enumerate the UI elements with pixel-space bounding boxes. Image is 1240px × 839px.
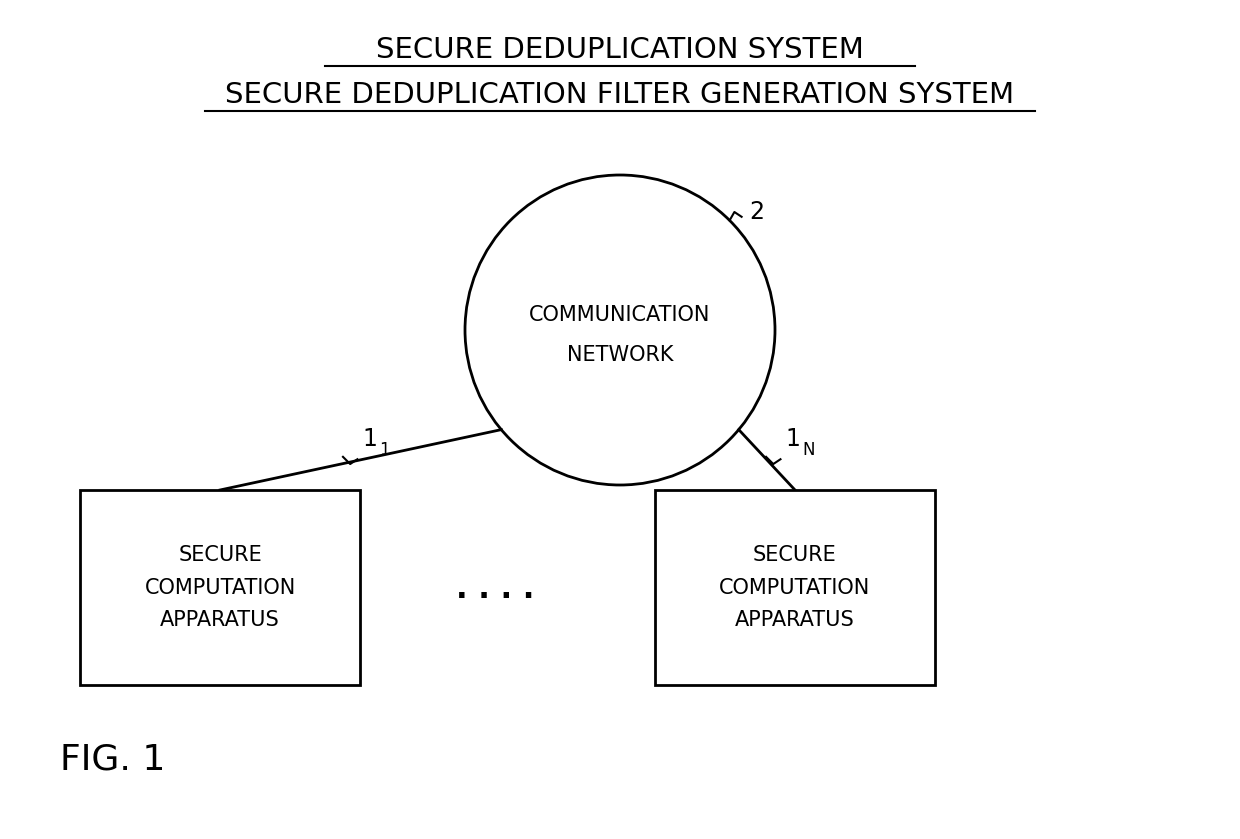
Text: 1: 1 <box>362 427 377 451</box>
Text: SECURE
COMPUTATION
APPARATUS: SECURE COMPUTATION APPARATUS <box>719 545 870 630</box>
Text: SECURE DEDUPLICATION SYSTEM: SECURE DEDUPLICATION SYSTEM <box>376 36 864 64</box>
Text: SECURE
COMPUTATION
APPARATUS: SECURE COMPUTATION APPARATUS <box>144 545 295 630</box>
Text: COMMUNICATION: COMMUNICATION <box>529 305 711 325</box>
Bar <box>655 490 935 685</box>
Text: N: N <box>802 441 815 459</box>
Text: SECURE DEDUPLICATION FILTER GENERATION SYSTEM: SECURE DEDUPLICATION FILTER GENERATION S… <box>226 81 1014 109</box>
Text: NETWORK: NETWORK <box>567 345 673 365</box>
Text: 2: 2 <box>750 200 765 224</box>
Text: . . . .: . . . . <box>456 576 534 605</box>
Bar <box>81 490 360 685</box>
Text: 1: 1 <box>785 427 800 451</box>
Text: FIG. 1: FIG. 1 <box>60 742 165 776</box>
Text: 1: 1 <box>379 441 391 459</box>
